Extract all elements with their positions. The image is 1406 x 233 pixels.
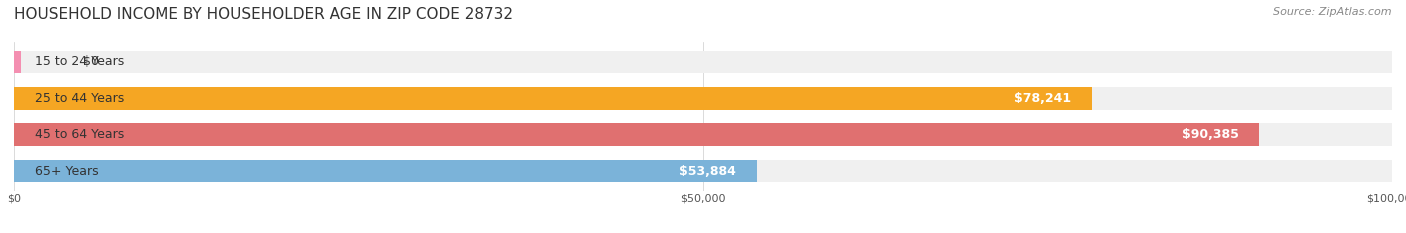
- Text: Source: ZipAtlas.com: Source: ZipAtlas.com: [1274, 7, 1392, 17]
- Bar: [14, 87, 1092, 110]
- Text: 65+ Years: 65+ Years: [35, 164, 98, 178]
- Text: 15 to 24 Years: 15 to 24 Years: [35, 55, 124, 69]
- Bar: [14, 87, 1392, 110]
- Text: $0: $0: [83, 55, 98, 69]
- Text: 25 to 44 Years: 25 to 44 Years: [35, 92, 124, 105]
- Bar: [14, 160, 1392, 182]
- Text: $90,385: $90,385: [1182, 128, 1239, 141]
- Text: 45 to 64 Years: 45 to 64 Years: [35, 128, 124, 141]
- Bar: [14, 51, 1392, 73]
- Bar: [14, 123, 1392, 146]
- Bar: [14, 123, 1260, 146]
- Text: $78,241: $78,241: [1014, 92, 1071, 105]
- Text: $53,884: $53,884: [679, 164, 735, 178]
- Bar: [14, 160, 756, 182]
- Text: HOUSEHOLD INCOME BY HOUSEHOLDER AGE IN ZIP CODE 28732: HOUSEHOLD INCOME BY HOUSEHOLDER AGE IN Z…: [14, 7, 513, 22]
- Bar: [14, 51, 21, 73]
